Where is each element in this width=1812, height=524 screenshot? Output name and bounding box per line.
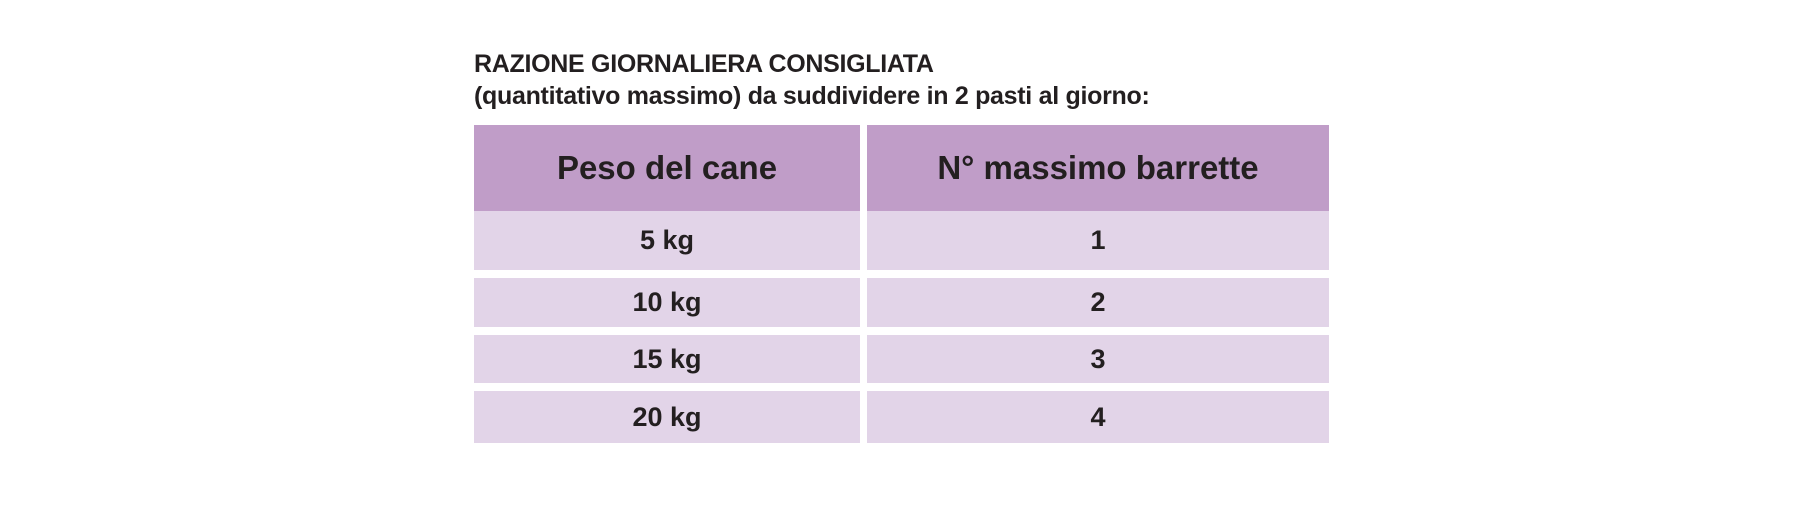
header-dog-weight: Peso del cane	[474, 125, 860, 211]
table-title: RAZIONE GIORNALIERA CONSIGLIATA (quantit…	[474, 48, 1150, 112]
cell-bars: 1	[867, 211, 1329, 270]
cell-weight: 10 kg	[474, 278, 860, 327]
cell-bars: 4	[867, 391, 1329, 443]
table-row: 15 kg 3	[474, 335, 1329, 383]
title-line-1: RAZIONE GIORNALIERA CONSIGLIATA	[474, 50, 934, 78]
table-row: 10 kg 2	[474, 278, 1329, 327]
table-header-row: Peso del cane N° massimo barrette	[474, 125, 1329, 211]
table-row: 5 kg 1	[474, 211, 1329, 270]
cell-weight: 15 kg	[474, 335, 860, 383]
title-line-2: (quantitativo massimo) da suddividere in…	[474, 82, 1150, 110]
cell-bars: 2	[867, 278, 1329, 327]
table-row: 20 kg 4	[474, 391, 1329, 443]
cell-bars: 3	[867, 335, 1329, 383]
header-max-bars: N° massimo barrette	[867, 125, 1329, 211]
cell-weight: 20 kg	[474, 391, 860, 443]
cell-weight: 5 kg	[474, 211, 860, 270]
